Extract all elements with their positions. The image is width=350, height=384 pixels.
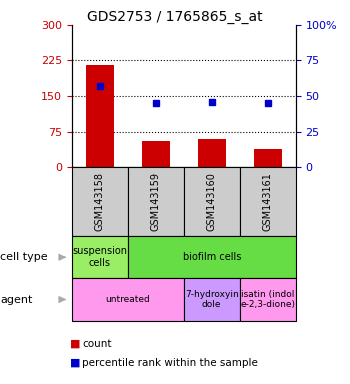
Text: isatin (indol
e-2,3-dione): isatin (indol e-2,3-dione) <box>240 290 295 309</box>
Text: 7-hydroxyin
dole: 7-hydroxyin dole <box>185 290 239 309</box>
Text: biofilm cells: biofilm cells <box>183 252 241 262</box>
Bar <box>86 65 114 167</box>
Bar <box>198 139 226 167</box>
Bar <box>142 141 170 167</box>
Text: count: count <box>82 339 112 349</box>
Text: suspension
cells: suspension cells <box>72 247 127 268</box>
Text: untreated: untreated <box>105 295 150 304</box>
Text: GSM143158: GSM143158 <box>95 172 105 231</box>
Text: ■: ■ <box>70 358 80 368</box>
Text: cell type: cell type <box>0 252 48 262</box>
Text: agent: agent <box>0 295 32 305</box>
Bar <box>254 149 282 167</box>
Text: GDS2753 / 1765865_s_at: GDS2753 / 1765865_s_at <box>87 10 263 23</box>
Text: GSM143159: GSM143159 <box>151 172 161 231</box>
Text: ■: ■ <box>70 339 80 349</box>
Text: percentile rank within the sample: percentile rank within the sample <box>82 358 258 368</box>
Text: GSM143160: GSM143160 <box>207 172 217 231</box>
Text: GSM143161: GSM143161 <box>263 172 273 231</box>
